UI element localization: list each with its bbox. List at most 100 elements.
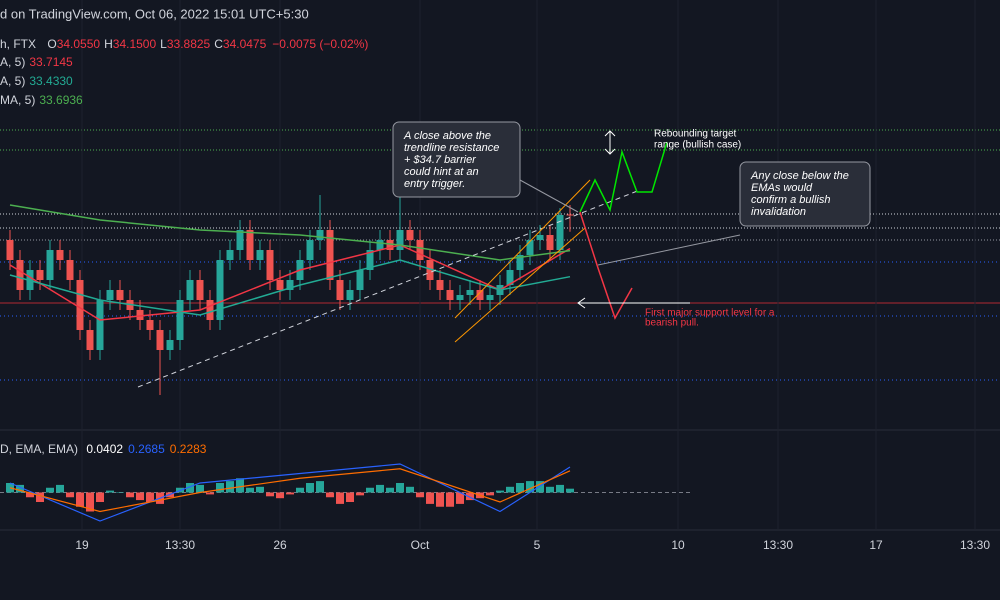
- indicator-row: A, 5) 33.4330: [0, 74, 73, 88]
- candle-body: [246, 230, 254, 260]
- histogram-bar: [216, 483, 224, 493]
- annotation-text: First major support level for a: [645, 308, 775, 319]
- histogram-bar: [256, 486, 264, 493]
- indicator-row: A, 5) 33.7145: [0, 55, 73, 69]
- candle-body: [516, 255, 524, 270]
- histogram-bar: [396, 483, 404, 493]
- published-line: d on TradingView.com, Oct 06, 2022 15:01…: [0, 6, 309, 21]
- histogram-bar: [366, 487, 374, 493]
- ohlc-key: C: [214, 37, 223, 51]
- candle-body: [186, 280, 194, 300]
- histogram-bar: [226, 481, 234, 493]
- candle-body: [86, 330, 94, 350]
- callout-box: [739, 161, 871, 227]
- ohlc-value: 34.0550: [57, 37, 101, 51]
- candle-body: [476, 290, 484, 300]
- annotation-text: Rebounding target: [654, 129, 737, 140]
- ema-line: [9, 259, 571, 316]
- candle-body: [456, 295, 464, 300]
- histogram-bar: [526, 481, 534, 493]
- histogram-bar: [386, 487, 394, 493]
- ohlc-value: 34.1500: [113, 37, 157, 51]
- x-tick-label: 13:30: [165, 538, 195, 552]
- histogram-bar: [346, 492, 354, 502]
- histogram-bar: [536, 481, 544, 493]
- histogram-bar: [496, 490, 504, 493]
- candle-body: [96, 300, 104, 350]
- histogram-bar: [356, 492, 364, 496]
- histogram-bar: [116, 492, 124, 493]
- candle-body: [506, 270, 514, 285]
- callout-box: [392, 121, 521, 198]
- macd-label: D, EMA, EMA): [0, 442, 78, 456]
- candle-body: [446, 290, 454, 300]
- x-tick-label: 5: [534, 538, 541, 552]
- histogram-bar: [196, 484, 204, 493]
- histogram-bar: [206, 492, 214, 495]
- annotation-text: range (bullish case): [654, 140, 741, 151]
- histogram-bar: [556, 484, 564, 493]
- macd-value: 0.2685: [128, 442, 165, 456]
- x-tick-label: Oct: [411, 538, 430, 552]
- histogram-bar: [56, 484, 64, 493]
- candle-body: [256, 250, 264, 260]
- histogram-bar: [86, 492, 94, 512]
- channel-line: [454, 227, 586, 343]
- histogram-bar: [46, 487, 54, 493]
- candle-body: [136, 310, 144, 320]
- candle-body: [236, 230, 244, 250]
- candle-body: [316, 230, 324, 240]
- x-tick-label: 26: [273, 538, 287, 552]
- candle-body: [486, 295, 494, 300]
- ohlc-legend: h, FTX O34.0550 H34.1500 L33.8825 C34.0475−…: [0, 37, 368, 51]
- histogram-bar: [266, 492, 274, 497]
- x-tick-label: 13:30: [763, 538, 793, 552]
- candle-body: [16, 260, 24, 290]
- candle-body: [466, 290, 474, 295]
- macd-value: 0.2283: [170, 442, 207, 456]
- annotation-text: entry trigger.: [404, 178, 465, 190]
- indicator-label: MA, 5): [0, 93, 35, 107]
- candle-body: [56, 250, 64, 260]
- macd-value: 0.0402: [86, 442, 123, 456]
- x-tick-label: 19: [75, 538, 89, 552]
- candle-body: [376, 240, 384, 250]
- candle-body: [266, 250, 274, 280]
- x-tick-label: 10: [671, 538, 685, 552]
- channel-line: [454, 179, 591, 319]
- annotation-text: could hint at an: [404, 166, 479, 178]
- annotations: A close above the trendline resistance +…: [403, 129, 849, 329]
- macd-line: [9, 463, 571, 522]
- histogram-bar: [336, 492, 344, 504]
- candle-body: [226, 250, 234, 260]
- histogram-bar: [466, 492, 474, 501]
- histogram-bar: [296, 487, 304, 493]
- annotation-text: EMAs would: [751, 182, 813, 194]
- candle-body: [176, 300, 184, 340]
- histogram-bar: [36, 492, 44, 502]
- trendline: [137, 189, 641, 388]
- macd-line: [9, 468, 571, 513]
- histogram-bar: [96, 492, 104, 502]
- histogram-bar: [506, 486, 514, 493]
- indicator-value: 33.4330: [29, 74, 73, 88]
- ema-line: [9, 204, 571, 261]
- macd-legend: D, EMA, EMA) 0.0402 0.2685 0.2283: [0, 442, 207, 456]
- histogram-bar: [456, 492, 464, 504]
- candle-body: [406, 230, 414, 240]
- indicator-value: 33.7145: [29, 55, 73, 69]
- candle-body: [106, 290, 114, 300]
- ohlc-value: 34.0475: [223, 37, 267, 51]
- candle-body: [546, 235, 554, 250]
- candle-body: [566, 214, 574, 216]
- histogram-bar: [486, 492, 494, 496]
- candle-body: [526, 240, 534, 255]
- histogram-bar: [186, 483, 194, 493]
- histogram-bar: [276, 492, 284, 499]
- indicator-label: A, 5): [0, 74, 25, 88]
- candle-body: [206, 300, 214, 320]
- candle-body: [426, 260, 434, 280]
- candle-body: [66, 260, 74, 280]
